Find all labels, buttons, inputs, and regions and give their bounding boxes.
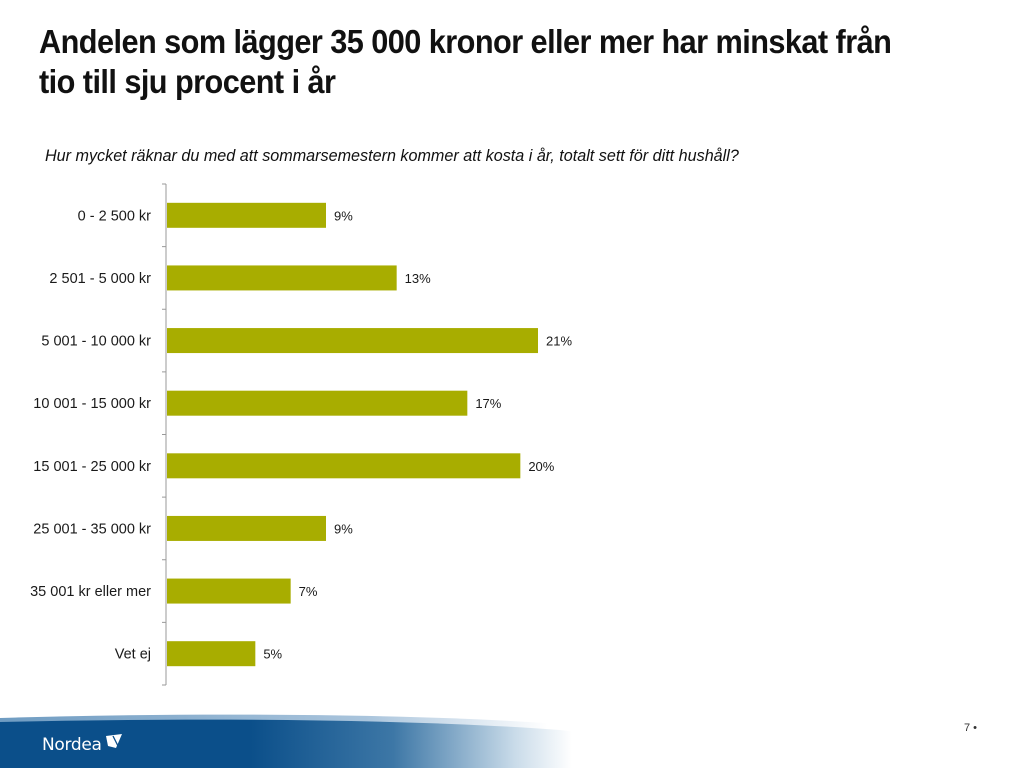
data-label: 13% [405, 271, 431, 286]
category-label: 35 001 kr eller mer [30, 584, 151, 600]
nordea-logo: Nordea [42, 734, 124, 755]
data-label: 9% [334, 521, 353, 536]
bar [167, 202, 326, 228]
category-label: 0 - 2 500 kr [78, 208, 152, 224]
bar [167, 515, 326, 541]
data-label: 20% [528, 459, 554, 474]
category-label: 15 001 - 25 000 kr [33, 459, 151, 475]
data-label: 17% [475, 396, 501, 411]
category-label: 5 001 - 10 000 kr [41, 334, 151, 350]
category-label: 2 501 - 5 000 kr [49, 271, 151, 287]
bar [167, 578, 291, 604]
bars [167, 202, 538, 667]
data-label: 7% [299, 584, 318, 599]
labels: 0 - 2 500 kr 9% 2 501 - 5 000 kr 13% 5 001 -… [30, 208, 572, 662]
category-axis [162, 183, 167, 686]
footer-band [0, 714, 730, 768]
chart-question: Hur mycket räknar du med att sommarsemes… [45, 146, 739, 165]
slide-title: Andelen som lägger 35 000 kronor eller m… [39, 23, 892, 100]
sail-icon [105, 734, 122, 748]
data-label: 21% [546, 334, 572, 349]
bar [167, 390, 468, 416]
category-label: Vet ej [115, 647, 151, 663]
data-label: 9% [334, 208, 353, 223]
bar-chart: 0 - 2 500 kr 9% 2 501 - 5 000 kr 13% 5 001 -… [30, 183, 572, 686]
page-number: 7 • [964, 722, 978, 734]
bar [167, 328, 538, 354]
bar [167, 453, 521, 479]
bar [167, 265, 397, 291]
data-label: 5% [263, 647, 282, 662]
bar [167, 641, 256, 667]
category-label: 25 001 - 35 000 kr [33, 521, 151, 537]
logo-text: Nordea [42, 735, 102, 755]
category-label: 10 001 - 15 000 kr [33, 396, 151, 412]
